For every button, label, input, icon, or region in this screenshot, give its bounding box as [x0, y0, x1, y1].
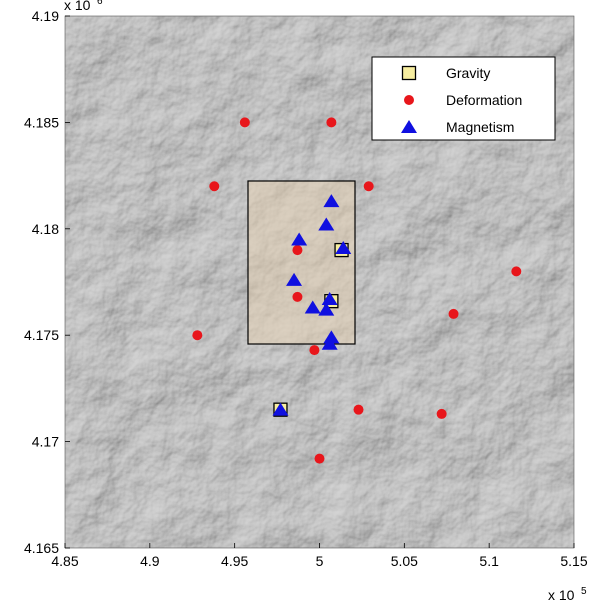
x-multiplier: x 10: [548, 587, 575, 603]
deformation-marker: [292, 245, 302, 255]
legend-label: Deformation: [446, 92, 522, 108]
x-tick-label: 5.15: [560, 553, 587, 569]
deformation-marker: [309, 345, 319, 355]
x-tick-label: 4.85: [51, 553, 78, 569]
inset-region: [248, 181, 355, 344]
legend-marker: [403, 67, 416, 80]
y-tick-label: 4.185: [24, 114, 59, 130]
deformation-marker: [511, 266, 521, 276]
deformation-marker: [437, 409, 447, 419]
deformation-marker: [449, 309, 459, 319]
x-tick-label: 5.05: [391, 553, 418, 569]
legend-label: Gravity: [446, 65, 490, 81]
deformation-marker: [292, 292, 302, 302]
x-tick-label: 4.95: [221, 553, 248, 569]
deformation-marker: [326, 117, 336, 127]
legend-marker: [404, 95, 414, 105]
deformation-marker: [354, 405, 364, 415]
chart: x 10 6 x 10 5 Gravity Deformation Magnetis…: [0, 0, 604, 608]
y-tick-label: 4.18: [32, 221, 59, 237]
deformation-marker: [240, 117, 250, 127]
legend-label: Magnetism: [446, 119, 514, 135]
x-exponent: 5: [581, 586, 587, 597]
x-tick-label: 4.9: [140, 553, 160, 569]
y-tick-label: 4.175: [24, 327, 59, 343]
legend: Gravity Deformation Magnetism: [372, 57, 555, 140]
deformation-marker: [315, 454, 325, 464]
deformation-marker: [192, 330, 202, 340]
x-tick-label: 5: [316, 553, 324, 569]
deformation-marker: [209, 181, 219, 191]
y-multiplier: x 10: [64, 0, 91, 13]
y-tick-label: 4.17: [32, 434, 59, 450]
y-tick-label: 4.19: [32, 8, 59, 24]
y-exponent: 6: [97, 0, 103, 7]
deformation-marker: [364, 181, 374, 191]
x-tick-label: 5.1: [479, 553, 499, 569]
